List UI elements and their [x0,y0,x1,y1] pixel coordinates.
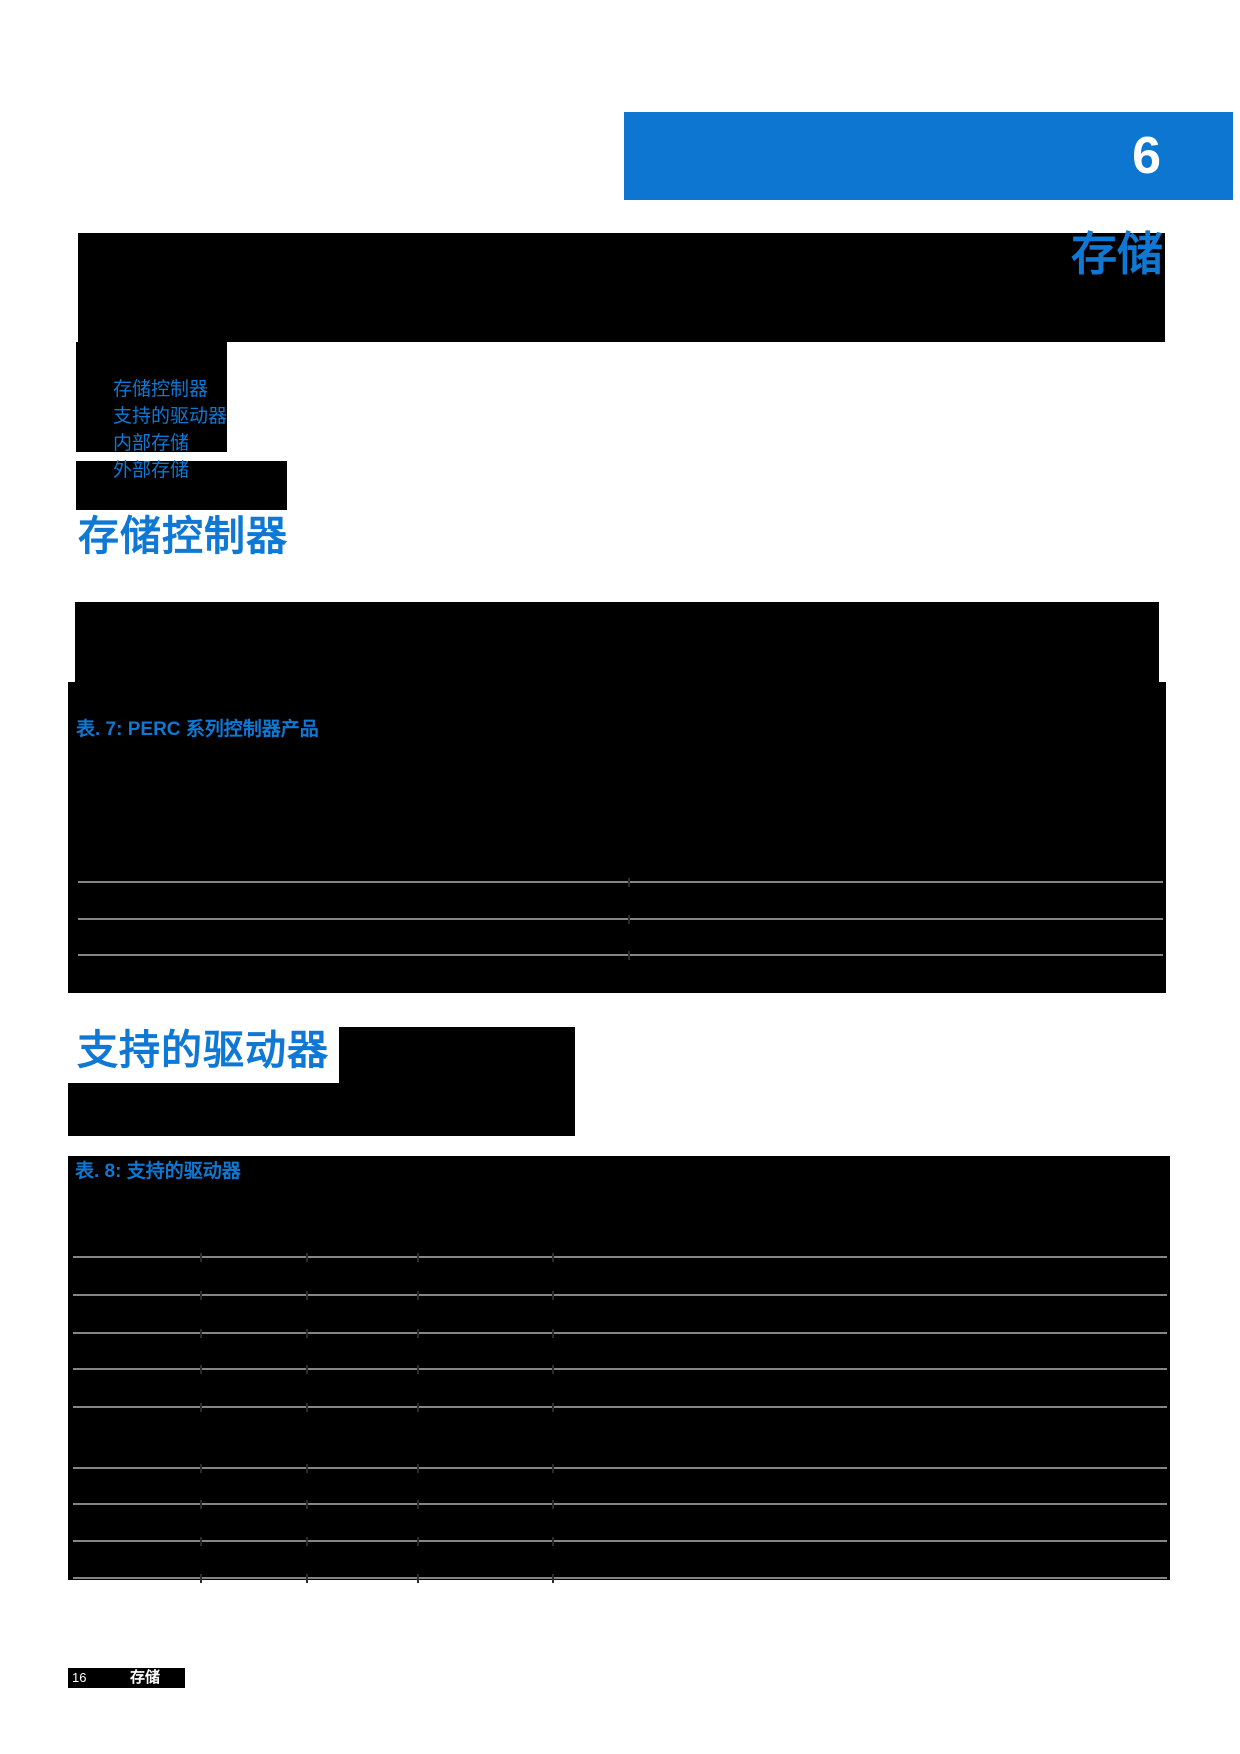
section-heading-storage-controllers: 存储控制器 [78,513,288,559]
table-column-divider-tick [552,1329,554,1338]
table-row-divider [78,954,1163,956]
table-column-divider-tick [552,1365,554,1374]
table-column-divider-tick [628,915,630,924]
table-column-divider-tick [306,1365,308,1374]
table-row-divider [73,1332,1167,1334]
table-row-divider [78,918,1163,920]
table-row-divider [73,1256,1167,1258]
table-column-divider-tick [417,1574,419,1583]
table-column-divider-tick [200,1537,202,1546]
table-column-divider-tick [200,1464,202,1473]
table-column-divider-tick [628,878,630,887]
table-column-divider-tick [417,1365,419,1374]
footer: 16 存储 [68,1668,185,1688]
table-column-divider-tick [200,1403,202,1412]
table-column-divider-tick [552,1403,554,1412]
table-column-divider-tick [628,951,630,960]
table-column-divider-tick [417,1291,419,1300]
table-7-caption: 表. 7: PERC 系列控制器产品 [76,719,319,740]
table-column-divider-tick [200,1574,202,1583]
table-column-divider-tick [306,1329,308,1338]
footer-page-number: 16 [72,1670,87,1685]
redacted-text-fragment-right-of-heading [339,1027,575,1083]
chapter-title-band: 存储 [78,229,1165,342]
toc-link-external-storage[interactable]: 外部存储 [113,460,190,481]
table-column-divider-tick [306,1574,308,1583]
table-column-divider-tick [552,1574,554,1583]
supported-drives-table: 表. 8: 支持的驱动器 [68,1156,1170,1583]
footer-chapter-label: 存储 [130,1669,161,1686]
table-column-divider-tick [200,1329,202,1338]
table-column-divider-tick [200,1500,202,1509]
toc-redaction-block-1 [76,342,227,452]
table-column-divider-tick [306,1403,308,1412]
table-8-caption: 表. 8: 支持的驱动器 [75,1161,241,1182]
chapter-number: 6 [1132,127,1161,185]
toc-redaction-block-2 [76,461,287,510]
table-row-divider [73,1467,1167,1469]
toc-link-internal-storage[interactable]: 内部存储 [113,433,190,454]
table-column-divider-tick [306,1253,308,1262]
table-row-divider [78,881,1163,883]
table-column-divider-tick [417,1403,419,1412]
chapter-title: 存储 [1071,228,1163,280]
section-heading-supported-drives: 支持的驱动器 [77,1027,329,1073]
table-column-divider-tick [200,1291,202,1300]
table-row-divider [73,1503,1167,1505]
table-row-divider [73,1577,1167,1579]
table-row-divider [73,1540,1167,1542]
table-column-divider-tick [306,1500,308,1509]
table-column-divider-tick [417,1464,419,1473]
table-column-divider-tick [552,1253,554,1262]
table-column-divider-tick [552,1537,554,1546]
table-row-divider [73,1294,1167,1296]
table-row-divider [73,1368,1167,1370]
table-column-divider-tick [306,1291,308,1300]
table-column-divider-tick [552,1291,554,1300]
table-column-divider-tick [417,1537,419,1546]
table-column-divider-tick [306,1537,308,1546]
toc-link-supported-drives[interactable]: 支持的驱动器 [113,406,228,427]
toc-link-storage-controllers[interactable]: 存储控制器 [113,379,209,400]
table-column-divider-tick [552,1464,554,1473]
chapter-number-banner: 6 [624,112,1233,200]
table-column-divider-tick [552,1500,554,1509]
redacted-paragraph-storage-controllers [75,602,1159,682]
table-column-divider-tick [200,1253,202,1262]
redacted-paragraph-supported-drives [68,1083,575,1136]
perc-controllers-table: 表. 7: PERC 系列控制器产品 [68,682,1166,993]
table-column-divider-tick [306,1464,308,1473]
table-column-divider-tick [417,1500,419,1509]
table-column-divider-tick [417,1253,419,1262]
table-column-divider-tick [417,1329,419,1338]
table-column-divider-tick [200,1365,202,1374]
table-row-divider [73,1406,1167,1408]
